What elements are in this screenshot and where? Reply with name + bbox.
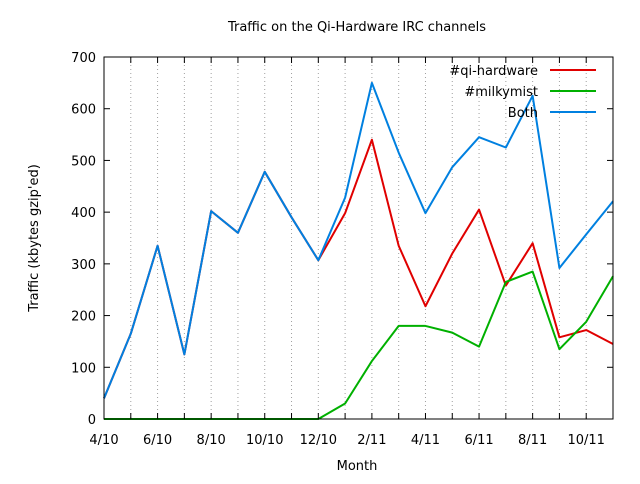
x-tick-label: 6/11 (464, 433, 493, 448)
x-tick-label: 10/11 (567, 433, 604, 448)
series-line-both (103, 81, 614, 399)
y-axis-ticks: 0 100 200 300 400 500 600 700 (71, 51, 613, 428)
x-tick-label: 8/10 (197, 433, 226, 448)
legend-label-milkymist: #milkymist (464, 85, 538, 100)
x-axis-label: Month (337, 459, 378, 474)
series-line-qi-hardware (103, 138, 614, 399)
chart-title: Traffic on the Qi-Hardware IRC channels (227, 20, 486, 35)
legend-label-both: Both (508, 106, 538, 121)
legend: #qi-hardware #milkymist Both (449, 64, 596, 121)
x-tick-label: 4/11 (411, 433, 440, 448)
y-tick-label: 0 (88, 413, 96, 428)
legend-label-qi-hardware: #qi-hardware (449, 64, 538, 79)
y-tick-label: 500 (71, 154, 96, 169)
plot-frame (103, 56, 614, 420)
y-tick-label: 600 (71, 103, 96, 118)
x-tick-label: 2/11 (357, 433, 386, 448)
y-tick-label: 300 (71, 258, 96, 273)
series-lines (103, 81, 614, 420)
x-axis-ticks: 4/10 6/10 8/10 10/10 12/10 2/11 4/11 6/11 8/11 10… (89, 57, 614, 448)
y-tick-label: 400 (71, 206, 96, 221)
y-tick-label: 100 (71, 361, 96, 376)
series-line-milkymist (104, 270, 614, 420)
y-axis-label: Traffic (kbytes gzip'ed) (27, 164, 42, 313)
y-tick-label: 200 (71, 310, 96, 325)
x-tick-label: 4/10 (89, 433, 118, 448)
x-tick-label: 10/10 (246, 433, 283, 448)
grid-lines (130, 57, 587, 419)
x-tick-label: 12/10 (300, 433, 337, 448)
x-tick-label: 8/11 (518, 433, 547, 448)
x-tick-label: 6/10 (143, 433, 172, 448)
y-tick-label: 700 (71, 51, 96, 66)
